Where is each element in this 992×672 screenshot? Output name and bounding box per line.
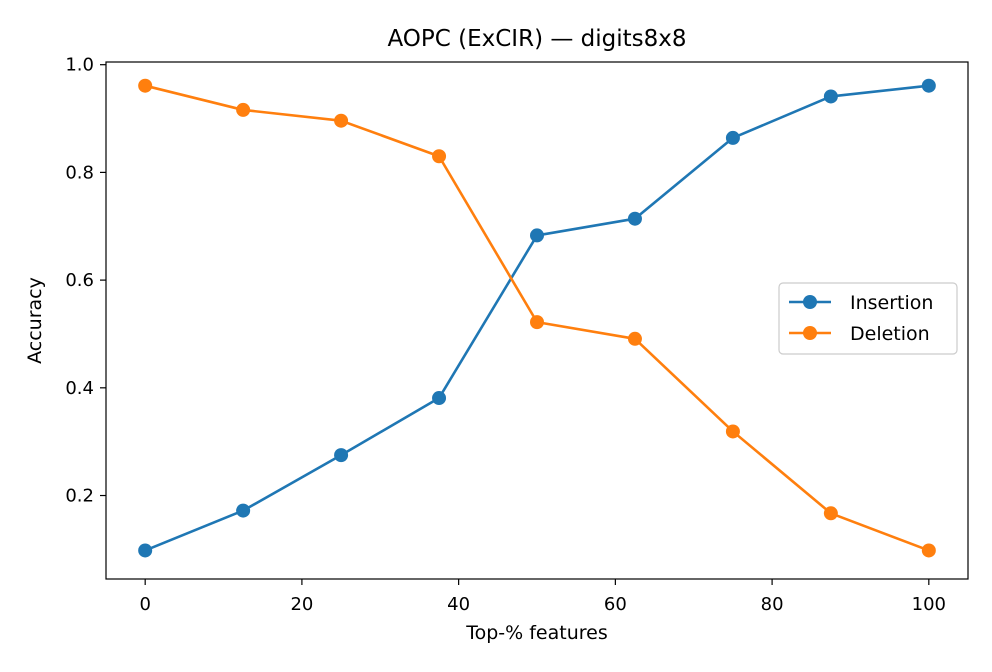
plot-area [138,78,936,558]
x-axis-label: Top-% features [465,622,608,644]
legend-deletion-marker [803,326,817,340]
deletion-point [921,543,936,558]
x-tick-label: 20 [290,594,313,615]
x-axis-ticks: 0 20 40 60 80 100 [139,579,946,615]
insertion-point [138,543,153,558]
x-tick-label: 0 [139,594,150,615]
insertion-point [725,130,740,145]
deletion-point [627,331,642,346]
insertion-point [530,228,544,243]
insertion-point [921,78,936,93]
y-tick-label: 0.6 [65,270,94,291]
insertion-point [627,211,642,226]
insertion-series [138,78,936,558]
deletion-point [138,78,153,93]
chart-title: AOPC (ExCIR) — digits8x8 [387,26,686,52]
legend-insertion-label: Insertion [850,292,933,314]
y-axis-label: Accuracy [24,277,46,364]
insertion-point [432,391,447,406]
deletion-point [432,149,447,164]
y-tick-label: 0.8 [65,162,94,183]
x-tick-label: 60 [604,594,627,615]
y-tick-label: 0.4 [65,378,94,399]
insertion-point [823,89,838,104]
deletion-point [236,102,251,117]
deletion-point [334,113,349,128]
axes-frame [105,61,969,580]
y-axis-ticks: 0.2 0.4 0.6 0.8 1.0 [65,55,106,507]
y-tick-label: 1.0 [65,55,94,76]
x-tick-label: 80 [761,594,784,615]
deletion-point [725,424,740,439]
insertion-point [236,503,251,518]
deletion-point [530,315,544,330]
insertion-point [334,448,349,463]
y-tick-label: 0.2 [65,486,94,507]
x-tick-label: 40 [447,594,470,615]
deletion-point [823,506,838,521]
deletion-series [138,78,936,558]
legend-insertion-marker [803,295,817,309]
x-tick-label: 100 [912,594,946,615]
legend: Insertion Deletion [778,282,958,355]
legend-deletion-label: Deletion [850,323,930,345]
